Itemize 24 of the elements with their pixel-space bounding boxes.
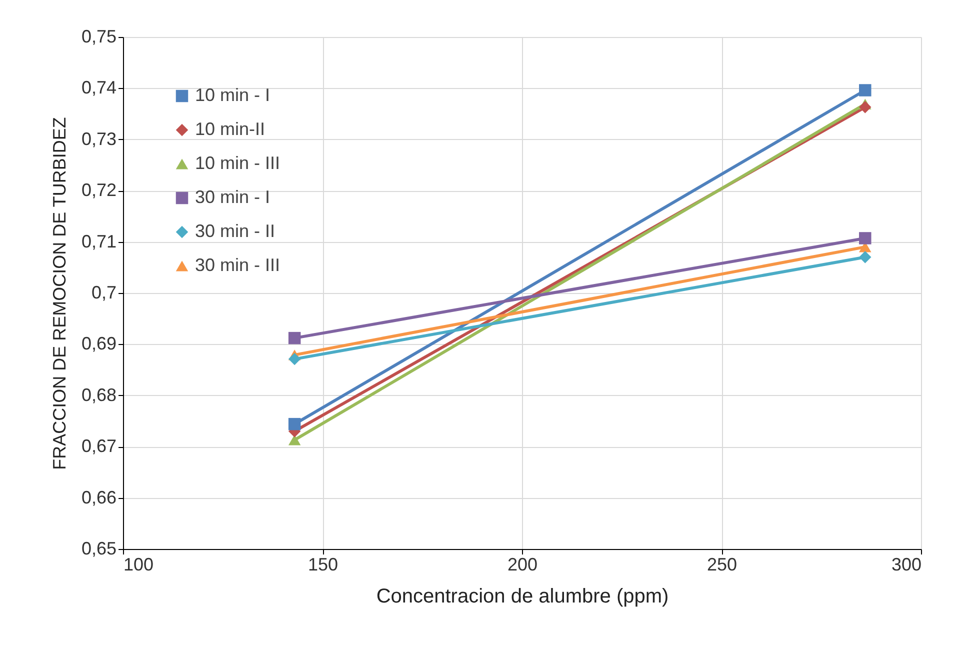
y-axis-title: FRACCION DE REMOCION DE TURBIDEZ	[49, 117, 70, 470]
y-tick-label: 0,72	[81, 180, 116, 200]
legend-label: 10 min - I	[195, 85, 270, 105]
y-tick-label: 0,68	[81, 384, 116, 405]
legend-label: 10 min - III	[195, 153, 280, 173]
x-tick-label: 100	[124, 554, 154, 574]
y-tick-label: 0,73	[81, 128, 116, 149]
legend-label: 30 min - III	[195, 255, 280, 275]
y-tick-label: 0,74	[81, 78, 116, 98]
y-tick-label: 0,75	[81, 26, 116, 46]
y-tick-label: 0,7	[91, 282, 116, 302]
y-tick-label: 0,69	[81, 334, 116, 354]
y-tick-label: 0,67	[81, 436, 116, 456]
x-tick-label: 200	[507, 554, 538, 574]
x-tick-label: 150	[308, 554, 338, 574]
legend-label: 30 min - I	[195, 187, 270, 207]
x-tick-label: 250	[706, 554, 738, 574]
legend-label: 30 min - II	[195, 221, 276, 241]
x-axis-title: Concentracion de alumbre (ppm)	[376, 586, 669, 608]
x-tick-label: 300	[891, 554, 922, 574]
legend-label: 10 min-II	[195, 119, 266, 139]
y-tick-label: 0,66	[81, 487, 116, 508]
y-tick-label: 0,71	[81, 231, 116, 252]
y-tick-label: 0,65	[81, 538, 116, 558]
